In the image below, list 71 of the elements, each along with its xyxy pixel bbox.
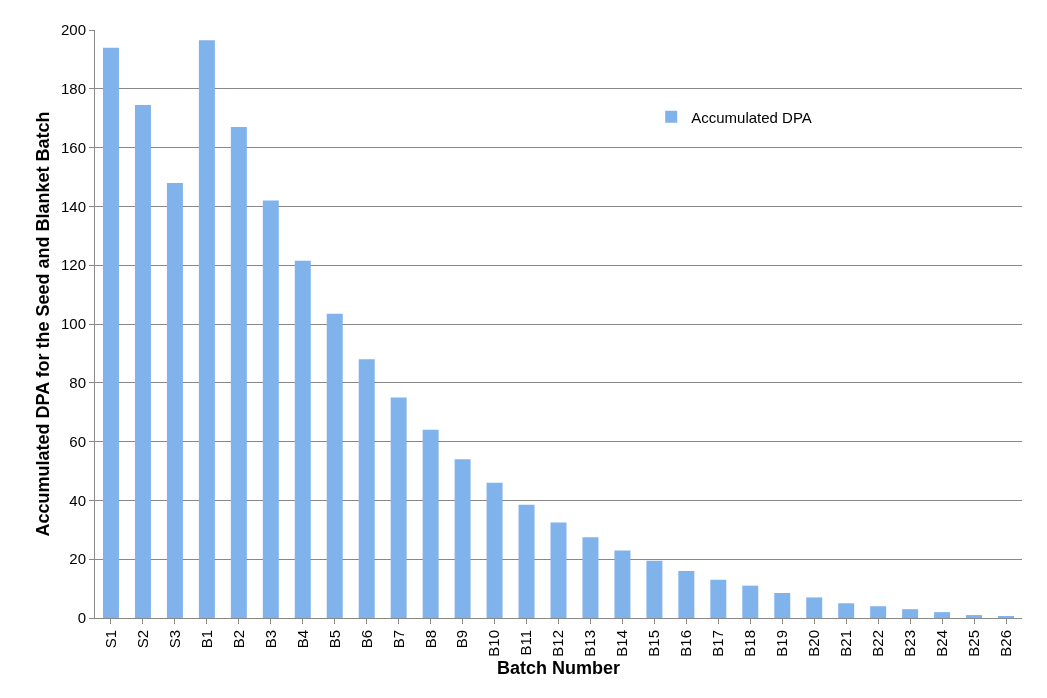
bar	[326, 313, 343, 618]
x-tick-label: S2	[133, 630, 151, 649]
bar	[518, 504, 535, 618]
y-tick-label: 200	[60, 21, 86, 39]
y-tick-label: 80	[69, 374, 86, 392]
bar	[230, 127, 247, 618]
x-tick-label: B5	[325, 630, 343, 649]
bar	[422, 429, 439, 618]
y-tick-label: 40	[69, 491, 86, 509]
x-tick-label: S3	[165, 630, 183, 649]
bar	[902, 609, 919, 618]
x-tick-label: S1	[101, 630, 119, 649]
legend-label: Accumulated DPA	[691, 108, 812, 126]
y-tick-label: 120	[60, 256, 86, 274]
bar	[550, 522, 567, 618]
bar	[678, 570, 695, 618]
x-tick-label: B22	[869, 630, 887, 657]
x-tick-label: B16	[677, 630, 695, 657]
bar	[582, 537, 599, 618]
x-tick-label: B8	[421, 630, 439, 649]
bar	[390, 397, 407, 618]
x-tick-label: B2	[229, 630, 247, 649]
x-tick-label: B6	[357, 630, 375, 649]
bar	[486, 482, 503, 618]
x-tick-label: B21	[837, 630, 855, 657]
x-tick-label: B13	[581, 630, 599, 657]
bar	[934, 612, 951, 618]
bar	[614, 550, 631, 618]
bar	[646, 560, 663, 618]
bar	[710, 579, 727, 618]
bar	[198, 40, 215, 618]
x-tick-label: B18	[741, 630, 759, 657]
x-tick-label: B10	[485, 630, 503, 657]
bar	[870, 606, 887, 618]
x-tick-label: B4	[293, 630, 311, 649]
x-tick-label: B26	[996, 630, 1014, 657]
x-tick-label: B25	[964, 630, 982, 657]
bar	[838, 603, 855, 618]
x-tick-label: B15	[645, 630, 663, 657]
y-tick-label: 160	[60, 138, 86, 156]
y-tick-label: 20	[69, 550, 86, 568]
x-tick-label: B9	[453, 630, 471, 649]
x-tick-label: B12	[549, 630, 567, 657]
x-tick-label: B17	[709, 630, 727, 657]
x-axis-title: Batch Number	[496, 657, 621, 678]
x-tick-label: B20	[805, 630, 823, 657]
bar	[966, 615, 983, 618]
x-tick-label: B3	[261, 630, 279, 649]
y-axis-title: Accumulated DPA for the Seed and Blanket Batch	[33, 111, 53, 537]
y-tick-label: 140	[60, 197, 86, 215]
bar	[358, 359, 375, 618]
bar	[102, 47, 119, 618]
x-tick-label: B1	[197, 630, 215, 649]
bar	[742, 585, 759, 618]
y-tick-label: 180	[60, 80, 86, 98]
y-tick-label: 0	[77, 609, 86, 627]
x-tick-label: B19	[773, 630, 791, 657]
bar	[166, 182, 183, 618]
y-tick-label: 100	[60, 315, 86, 333]
bar	[294, 260, 311, 618]
x-tick-label: B23	[900, 630, 918, 657]
x-tick-label: B11	[517, 630, 535, 656]
x-tick-label: B7	[389, 630, 407, 649]
bar	[134, 104, 151, 618]
bar	[262, 200, 279, 618]
bar	[454, 459, 471, 618]
y-tick-label: 60	[69, 432, 86, 450]
x-tick-label: B24	[932, 630, 950, 657]
bar	[774, 593, 791, 618]
bar	[806, 597, 823, 618]
x-tick-label: B14	[613, 630, 631, 657]
